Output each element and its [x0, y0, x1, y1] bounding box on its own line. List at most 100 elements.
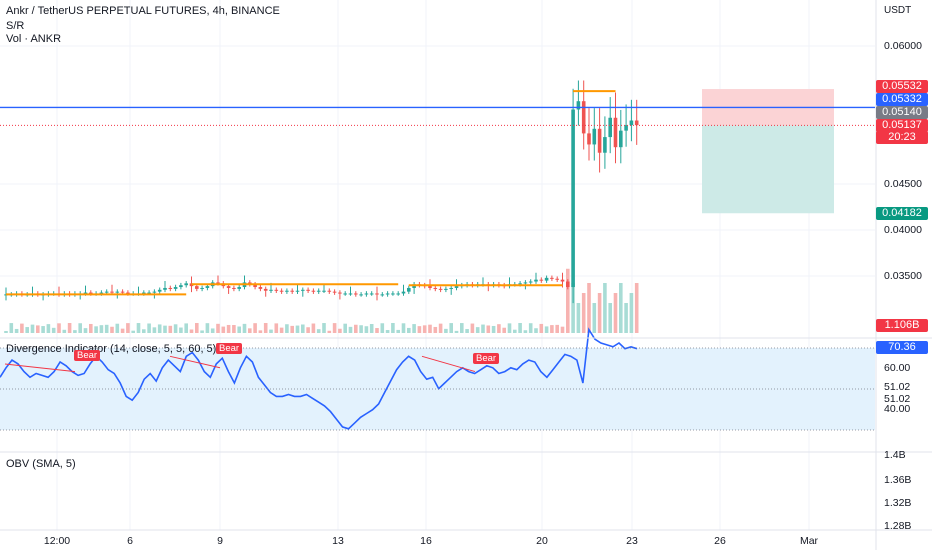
sr-indicator-label[interactable]: S/R [6, 20, 25, 32]
candle-body-112 [597, 128, 602, 153]
candle-body-115 [613, 117, 618, 148]
volume-bar-44 [237, 326, 241, 333]
volume-bar-4 [25, 327, 29, 333]
volume-bar-7 [41, 326, 45, 333]
volume-bar-113 [603, 283, 607, 333]
candle-body-97 [518, 283, 522, 285]
obv-tick-2: 1.36B [884, 474, 912, 486]
candle-body-70 [375, 293, 379, 295]
candle-body-82 [438, 288, 443, 290]
volume-bar-65 [348, 326, 353, 333]
volume-bar-8 [46, 324, 51, 333]
candle-body-15 [83, 292, 88, 294]
price-levels [0, 106, 875, 126]
volume-bar-57 [306, 327, 310, 333]
candle-body-67 [359, 294, 363, 296]
candle-body-74 [396, 293, 400, 295]
candle-body-111 [592, 128, 597, 145]
resistance-badge: 0.05332 [876, 93, 928, 106]
candle-body-27 [147, 292, 151, 294]
volume-bar-89 [475, 327, 480, 333]
candle-body-101 [539, 279, 544, 281]
bear-label-2: Bear [216, 343, 243, 354]
volume-bar-80 [428, 324, 432, 333]
volume-bar-73 [391, 323, 395, 333]
volume-bar-27 [147, 323, 151, 333]
candle-body-99 [528, 281, 533, 283]
volume-bars [4, 268, 639, 333]
volume-indicator-label[interactable]: Vol · ANKR [6, 33, 62, 45]
volume-bar-85 [454, 330, 459, 333]
entry-badge: 0.05140 [876, 106, 928, 119]
candle-body-106 [566, 281, 570, 288]
bear-label-3: Bear [473, 353, 500, 364]
candle-body-84 [449, 287, 453, 289]
candle-body-66 [354, 293, 358, 295]
volume-badge: 1.106B [876, 319, 928, 332]
volume-bar-23 [126, 323, 130, 333]
volume-bar-42 [226, 324, 231, 333]
candle-body-18 [99, 292, 104, 294]
volume-bar-92 [491, 325, 496, 333]
sr-lines [6, 90, 616, 296]
volume-bar-29 [157, 324, 162, 333]
volume-bar-40 [216, 323, 220, 333]
volume-bar-11 [62, 329, 67, 333]
candle-body-64 [343, 293, 347, 295]
candle-body-42 [226, 286, 231, 288]
volume-bar-67 [359, 325, 363, 333]
volume-bar-91 [486, 325, 491, 333]
volume-bar-66 [354, 324, 358, 333]
candle-body-26 [142, 292, 146, 294]
div-tick-2: 51.02 [884, 381, 911, 393]
obv-indicator-label[interactable]: OBV (SMA, 5) [6, 458, 76, 470]
volume-bar-53 [285, 324, 289, 333]
candle-body-52 [279, 290, 284, 292]
volume-bar-18 [99, 325, 104, 333]
volume-bar-114 [608, 303, 612, 333]
volume-bar-17 [94, 326, 98, 333]
candle-body-21 [115, 291, 120, 293]
volume-bar-68 [364, 326, 369, 333]
volume-bar-58 [311, 323, 316, 333]
price-tick-4: 0.03500 [884, 270, 922, 282]
candle-body-105 [560, 279, 565, 282]
candle-body-34 [184, 283, 188, 286]
candle-body-62 [332, 291, 337, 293]
candle-body-104 [555, 278, 559, 280]
volume-bar-16 [89, 323, 93, 333]
volume-bar-106 [566, 268, 570, 333]
candle-body-63 [338, 292, 342, 294]
volume-bar-22 [120, 328, 125, 333]
bear-label-1: Bear [74, 350, 101, 361]
candle-body-50 [269, 289, 273, 291]
candle-body-19 [104, 291, 109, 293]
candle-body-68 [364, 293, 369, 295]
volume-bar-1 [9, 323, 14, 333]
volume-bar-83 [444, 328, 448, 333]
volume-bar-97 [518, 323, 522, 333]
candle-body-110 [587, 133, 591, 145]
candle-body-54 [290, 290, 294, 292]
volume-bar-28 [152, 327, 157, 333]
candle-body-29 [157, 289, 162, 292]
volume-bar-69 [369, 324, 374, 333]
volume-bar-26 [142, 329, 146, 333]
candle-body-58 [311, 290, 316, 292]
volume-bar-74 [396, 329, 400, 333]
volume-bar-107 [571, 283, 575, 333]
time-tick-5: 16 [420, 535, 432, 547]
obv-tick-3: 1.32B [884, 497, 912, 509]
candle-body-71 [380, 294, 385, 296]
divergence-line [0, 327, 638, 430]
divergence-indicator-label[interactable]: Divergence Indicator (14, close, 5, 5, 6… [6, 343, 217, 355]
candle-body-61 [327, 290, 332, 292]
volume-bar-62 [332, 323, 337, 333]
volume-bar-20 [110, 326, 114, 333]
volume-bar-31 [168, 325, 173, 333]
candle-body-59 [316, 290, 321, 292]
bear-line-2 [169, 355, 221, 369]
volume-bar-38 [205, 323, 210, 333]
